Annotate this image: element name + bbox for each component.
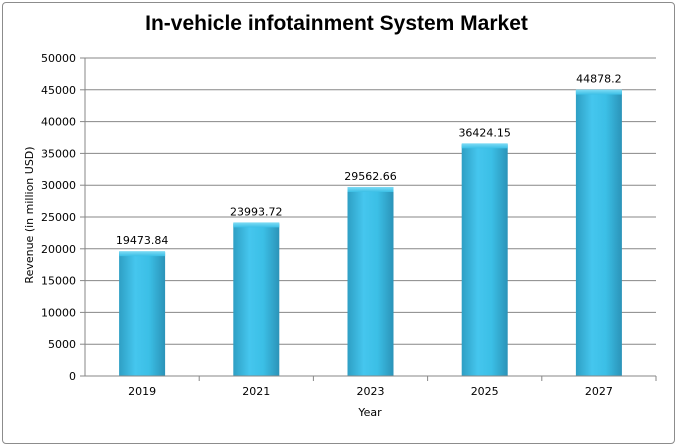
y-tick-label: 50000	[41, 52, 76, 65]
chart-frame	[2, 2, 675, 444]
bar[interactable]	[575, 90, 622, 376]
data-label: 29562.66	[344, 170, 397, 183]
y-tick-label: 10000	[41, 306, 76, 319]
bar[interactable]	[461, 144, 508, 376]
x-axis-title: Year	[357, 406, 382, 419]
y-tick-label: 35000	[41, 147, 76, 160]
y-tick-label: 30000	[41, 179, 76, 192]
x-tick-label: 2027	[585, 385, 613, 398]
y-tick-label: 0	[69, 370, 76, 383]
data-label: 44878.2	[576, 73, 622, 86]
y-tick-label: 5000	[48, 338, 76, 351]
x-tick-label: 2023	[357, 385, 385, 398]
x-tick-label: 2019	[128, 385, 156, 398]
chart-title: In-vehicle infotainment System Market	[145, 12, 528, 35]
bar-top-cap	[347, 186, 394, 192]
bar-top-cap	[119, 251, 166, 257]
data-label: 23993.72	[230, 205, 283, 218]
y-tick-label: 25000	[41, 211, 76, 224]
bar-top-cap	[461, 143, 508, 149]
y-tick-label: 20000	[41, 243, 76, 256]
x-tick-label: 2025	[471, 385, 499, 398]
y-tick-label: 45000	[41, 84, 76, 97]
data-label: 19473.84	[116, 234, 169, 247]
bar-top-cap	[233, 222, 280, 228]
bar[interactable]	[233, 223, 280, 376]
x-tick-label: 2021	[242, 385, 270, 398]
y-axis-title: Revenue (in million USD)	[23, 146, 36, 283]
bar[interactable]	[347, 187, 394, 376]
y-tick-label: 40000	[41, 116, 76, 129]
bar[interactable]	[119, 252, 166, 376]
bar-top-cap	[575, 89, 622, 95]
y-tick-label: 15000	[41, 275, 76, 288]
data-label: 36424.15	[458, 126, 511, 139]
